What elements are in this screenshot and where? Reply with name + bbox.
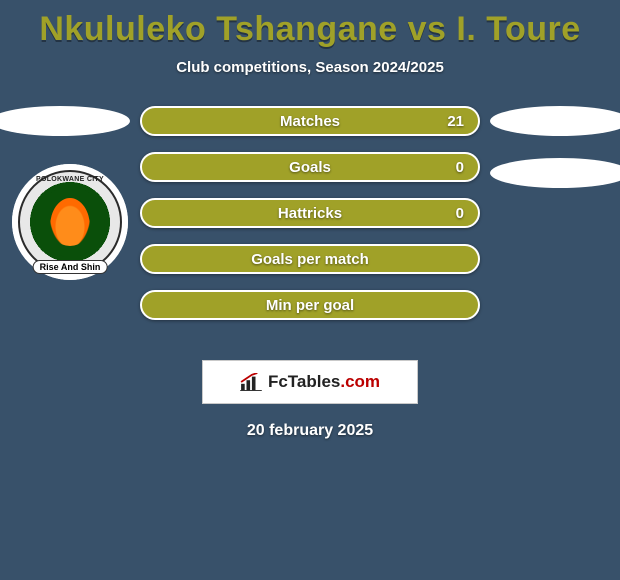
brand-name: FcTables bbox=[268, 372, 340, 391]
stat-bars: Matches 21 Goals 0 Hattricks 0 Goals per… bbox=[140, 106, 480, 336]
stat-bar-goals-per-match: Goals per match bbox=[140, 244, 480, 274]
bar-chart-icon bbox=[240, 373, 262, 391]
page-title: Nkululeko Tshangane vs I. Toure bbox=[0, 0, 620, 49]
stat-label: Hattricks bbox=[278, 205, 342, 222]
brand-text: FcTables.com bbox=[268, 372, 380, 392]
stat-value: 0 bbox=[456, 205, 464, 222]
date-text: 20 february 2025 bbox=[0, 422, 620, 440]
stat-value: 21 bbox=[447, 113, 464, 130]
stat-label: Goals per match bbox=[251, 251, 369, 268]
brand-attribution[interactable]: FcTables.com bbox=[202, 360, 418, 404]
stat-bar-matches: Matches 21 bbox=[140, 106, 480, 136]
brand-suffix: .com bbox=[340, 372, 380, 391]
comparison-stage: POLOKWANE CITY Rise And Shin Matches 21 … bbox=[0, 106, 620, 356]
flame-icon bbox=[50, 198, 90, 246]
right-player-ellipse-2 bbox=[490, 158, 620, 188]
stat-value: 0 bbox=[456, 159, 464, 176]
right-player-ellipse-1 bbox=[490, 106, 620, 136]
left-club-logo: POLOKWANE CITY Rise And Shin bbox=[12, 164, 128, 280]
stat-bar-hattricks: Hattricks 0 bbox=[140, 198, 480, 228]
stat-bar-min-per-goal: Min per goal bbox=[140, 290, 480, 320]
logo-top-text: POLOKWANE CITY bbox=[20, 176, 120, 183]
page-subtitle: Club competitions, Season 2024/2025 bbox=[0, 59, 620, 76]
stat-label: Matches bbox=[280, 113, 340, 130]
stat-label: Goals bbox=[289, 159, 331, 176]
stat-bar-goals: Goals 0 bbox=[140, 152, 480, 182]
logo-banner-text: Rise And Shin bbox=[33, 260, 108, 274]
left-player-ellipse bbox=[0, 106, 130, 136]
stat-label: Min per goal bbox=[266, 297, 354, 314]
